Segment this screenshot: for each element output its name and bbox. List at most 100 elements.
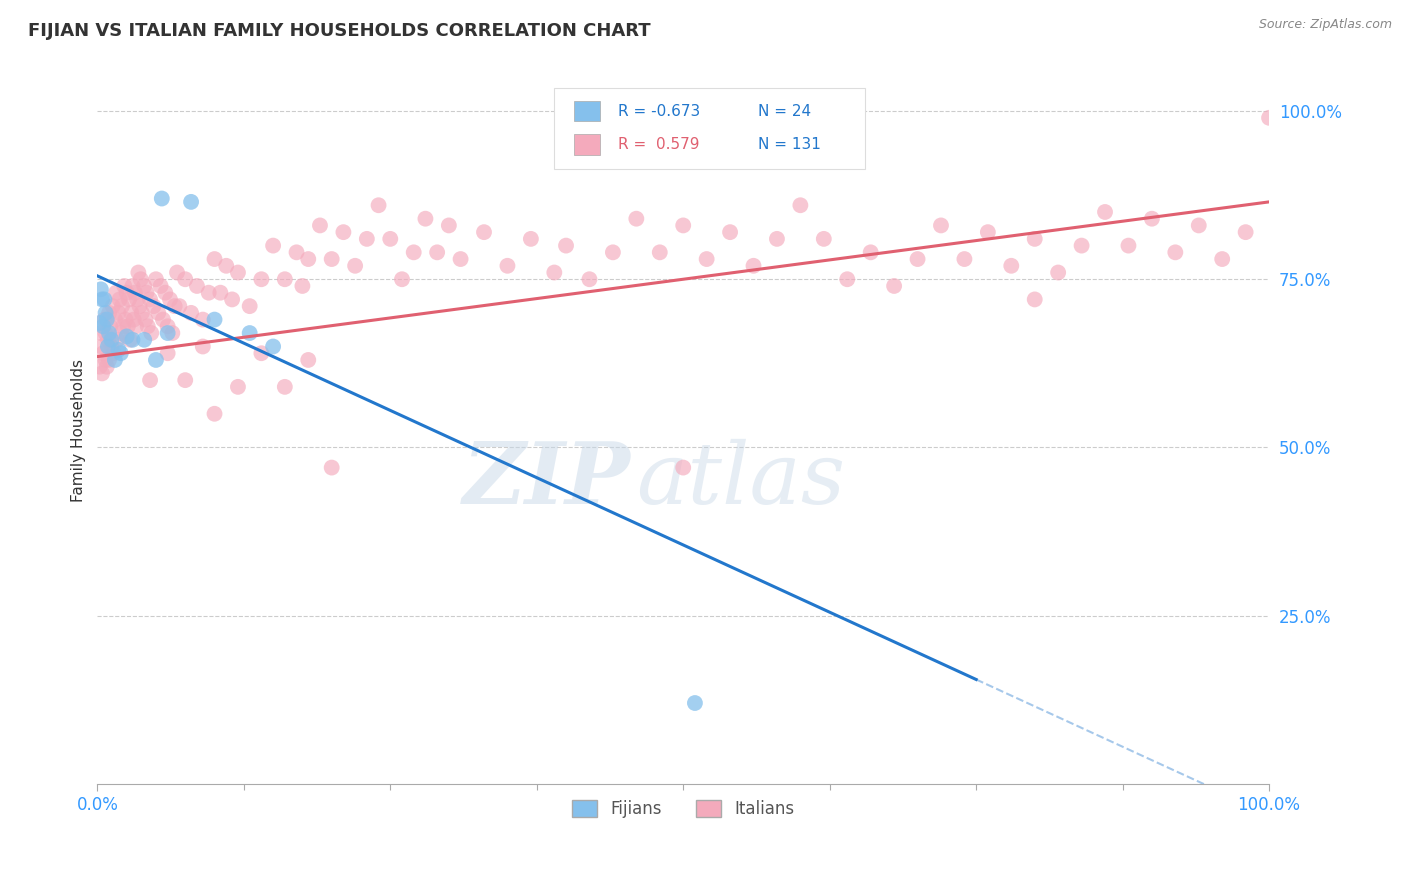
Point: [953, 252, 976, 266]
Point: [141, 326, 163, 340]
Point: [520, 232, 543, 246]
Point: [197, 285, 219, 300]
Point: [274, 272, 297, 286]
Point: [91, 339, 114, 353]
Point: [120, 306, 142, 320]
Text: FIJIAN VS ITALIAN FAMILY HOUSEHOLDS CORRELATION CHART: FIJIAN VS ITALIAN FAMILY HOUSEHOLDS CORR…: [28, 22, 651, 40]
Point: [104, 353, 127, 368]
Point: [155, 285, 177, 300]
Point: [204, 407, 226, 421]
Point: [180, 306, 202, 320]
Text: N = 131: N = 131: [758, 137, 821, 152]
Point: [626, 211, 648, 226]
Point: [450, 252, 472, 266]
Point: [766, 232, 789, 246]
Point: [191, 339, 214, 353]
Point: [291, 279, 314, 293]
Point: [105, 285, 128, 300]
Point: [98, 306, 121, 320]
Point: [112, 279, 135, 293]
Point: [105, 333, 128, 347]
Point: [367, 198, 389, 212]
Point: [93, 293, 115, 307]
Point: [1188, 219, 1211, 233]
Text: ZIP: ZIP: [463, 438, 630, 522]
Point: [89, 316, 111, 330]
Point: [555, 238, 578, 252]
FancyBboxPatch shape: [574, 101, 600, 121]
Point: [131, 306, 153, 320]
Point: [309, 219, 332, 233]
Legend: Fijians, Italians: Fijians, Italians: [565, 793, 800, 825]
Point: [166, 266, 188, 280]
Point: [1118, 238, 1140, 252]
Point: [125, 319, 148, 334]
Point: [602, 245, 624, 260]
Point: [718, 225, 741, 239]
Point: [142, 299, 165, 313]
Point: [883, 279, 905, 293]
Point: [543, 266, 565, 280]
Point: [496, 259, 519, 273]
Point: [742, 259, 765, 273]
Point: [101, 299, 124, 313]
Point: [94, 353, 117, 368]
Point: [107, 343, 129, 357]
Point: [115, 285, 138, 300]
Point: [112, 319, 135, 334]
Point: [274, 380, 297, 394]
Point: [285, 245, 308, 260]
Point: [96, 359, 118, 374]
Point: [135, 285, 157, 300]
Point: [94, 326, 117, 340]
Point: [89, 359, 111, 374]
Point: [859, 245, 882, 260]
Point: [162, 326, 184, 340]
FancyBboxPatch shape: [554, 88, 865, 169]
Point: [98, 326, 121, 340]
Point: [380, 232, 402, 246]
Point: [115, 329, 138, 343]
Point: [100, 339, 122, 353]
Point: [121, 279, 143, 293]
Point: [156, 319, 179, 334]
Point: [250, 272, 273, 286]
Point: [174, 272, 197, 286]
Point: [683, 696, 706, 710]
Point: [134, 279, 156, 293]
Point: [117, 319, 139, 334]
Point: [297, 353, 319, 368]
Point: [402, 245, 425, 260]
Point: [221, 293, 243, 307]
Point: [226, 380, 249, 394]
Point: [104, 312, 127, 326]
Point: [415, 211, 437, 226]
Point: [91, 367, 114, 381]
Point: [139, 293, 162, 307]
Point: [789, 198, 811, 212]
Point: [1047, 266, 1070, 280]
Text: N = 24: N = 24: [758, 103, 811, 119]
Point: [127, 293, 149, 307]
Point: [150, 192, 173, 206]
Point: [134, 312, 156, 326]
Point: [437, 219, 460, 233]
Point: [152, 312, 174, 326]
Point: [204, 312, 226, 326]
Point: [90, 326, 112, 340]
Point: [344, 259, 367, 273]
Point: [169, 299, 191, 313]
Point: [98, 353, 121, 368]
Point: [163, 299, 186, 313]
Point: [121, 333, 143, 347]
Point: [426, 245, 449, 260]
Point: [129, 272, 152, 286]
Point: [91, 293, 114, 307]
Point: [93, 312, 115, 326]
Point: [239, 299, 262, 313]
Point: [215, 259, 238, 273]
Point: [134, 333, 156, 347]
Point: [239, 326, 262, 340]
Text: Source: ZipAtlas.com: Source: ZipAtlas.com: [1258, 18, 1392, 31]
Point: [100, 333, 122, 347]
